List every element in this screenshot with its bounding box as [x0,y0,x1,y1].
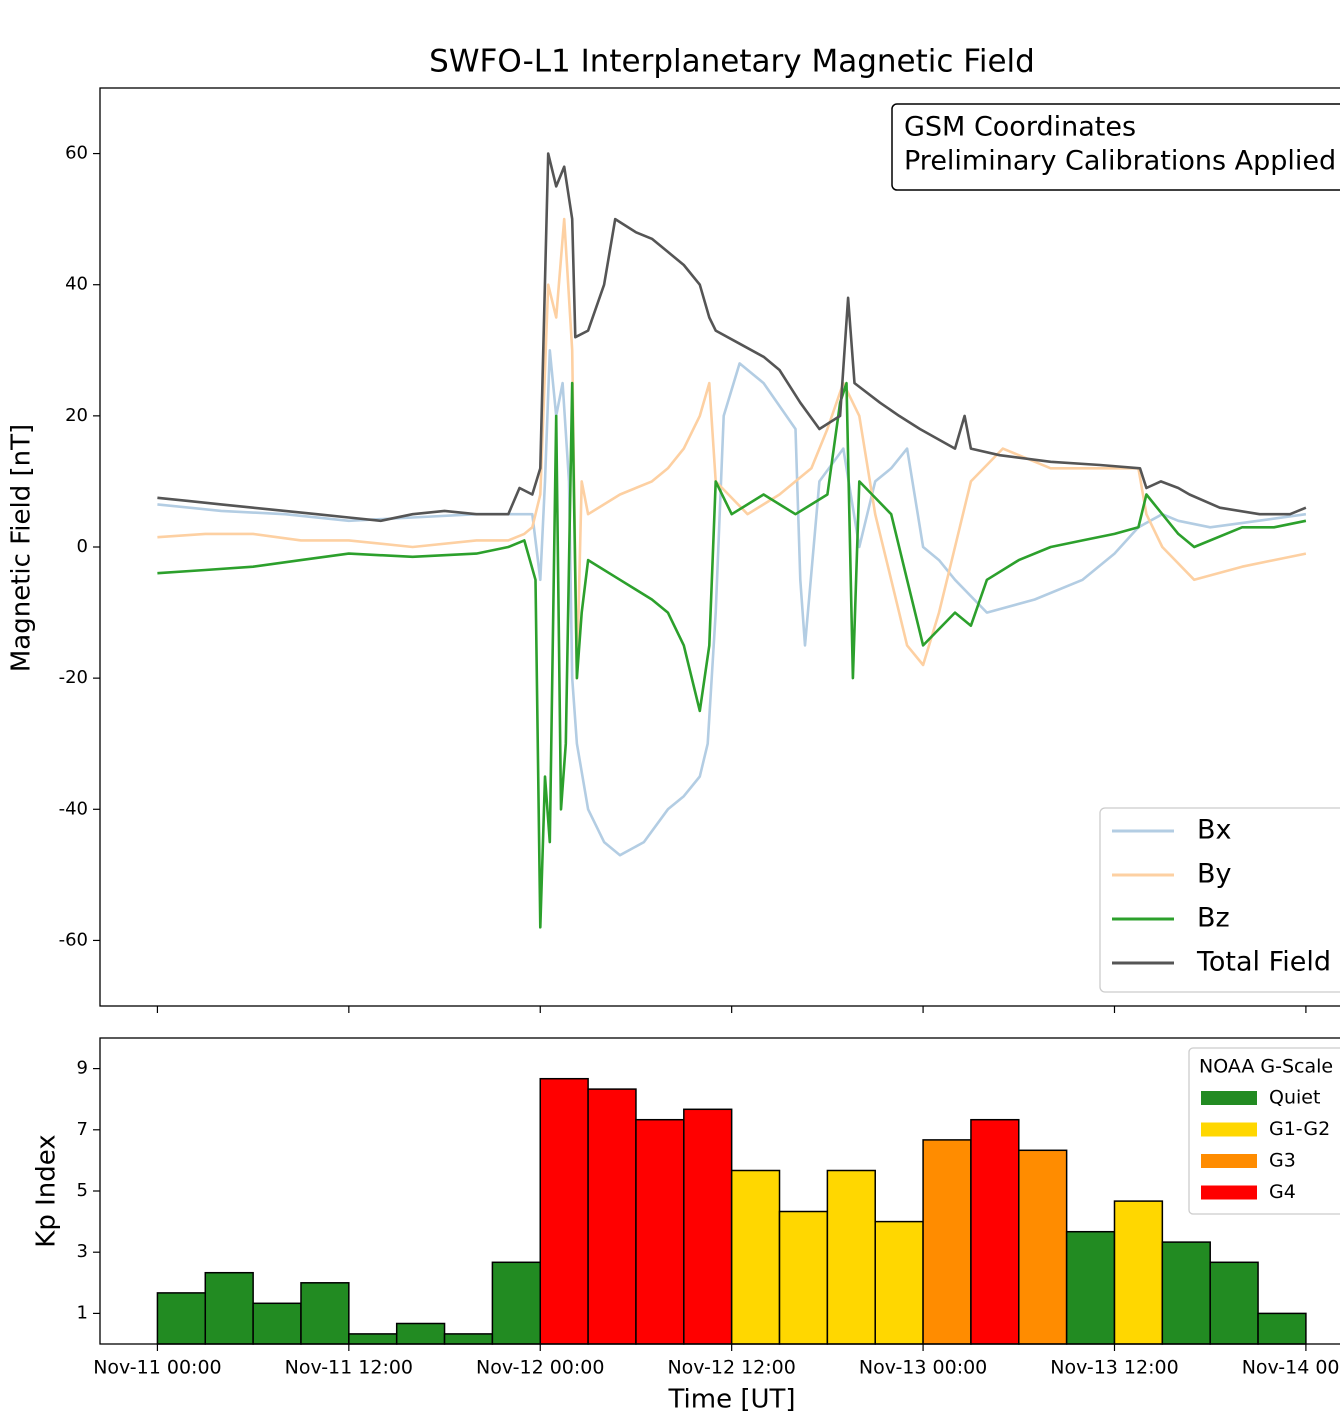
bar [443,1333,494,1345]
y-tick-label: 5 [77,1180,88,1201]
bar [395,1322,446,1345]
annotation-text: GSM Coordinates [904,112,1136,143]
x-tick-label: Nov-13 00:00 [859,1357,987,1379]
series-line [157,152,1307,523]
bar [348,1333,398,1345]
legend-swatch [1201,1185,1257,1200]
bar [252,1302,302,1345]
x-tick-label: Nov-14 00:00 [1242,1357,1340,1379]
bar [683,1108,733,1345]
legend-swatch [1201,1122,1257,1137]
bar [539,1077,589,1345]
series-line [157,349,1307,857]
y-tick-label: 9 [77,1058,88,1079]
y-tick-label: 20 [65,405,88,426]
bar [635,1118,685,1345]
y-tick-label: 3 [77,1241,88,1262]
y-tick-label: -60 [59,929,88,950]
bar [1209,1261,1259,1345]
plot-frame [99,1037,1340,1345]
legend-label: G4 [1269,1181,1296,1203]
y-tick-label: 7 [77,1119,88,1140]
plot-frame [99,87,1340,1007]
x-tick-label: Nov-12 12:00 [667,1357,795,1379]
annotation-text: Preliminary Calibrations Applied [904,146,1336,177]
bar [204,1271,254,1345]
bar [970,1118,1020,1345]
x-tick-label: Nov-13 12:00 [1050,1357,1178,1379]
x-tick-label: Nov-12 00:00 [476,1357,604,1379]
legend-label: G3 [1269,1150,1296,1172]
bar [1018,1149,1068,1345]
y-tick-label: 40 [65,274,88,295]
legend-box [1099,807,1340,993]
series-line [157,217,1307,680]
x-axis-label: Time [UT] [667,1385,795,1415]
legend-title: NOAA G-Scale [1199,1056,1333,1078]
legend-swatch [1201,1091,1257,1105]
y-axis-label: Magnetic Field [nT] [7,424,37,672]
bar [1065,1230,1116,1345]
bar [1257,1312,1307,1345]
bar [730,1169,781,1345]
y-tick-label: 0 [77,536,88,557]
bar [491,1261,542,1345]
legend-label: Total Field [1196,947,1331,978]
bar [778,1210,829,1345]
legend-label: Bz [1197,903,1230,934]
series-line [157,381,1307,929]
y-axis-label: Kp Index [32,1134,62,1247]
y-tick-label: -20 [59,667,88,688]
y-tick-label: 60 [65,143,88,164]
bar [156,1292,207,1345]
bar [1113,1200,1164,1345]
bar [922,1139,972,1345]
bar [1161,1241,1211,1345]
y-tick-label: 1 [77,1302,88,1323]
legend-label: By [1197,859,1232,890]
bar [874,1220,924,1345]
bar [300,1282,350,1345]
x-tick-label: Nov-11 12:00 [285,1357,413,1379]
x-tick-label: Nov-11 00:00 [93,1357,221,1379]
bar [826,1169,876,1345]
plot-lines [157,152,1307,929]
legend-label: Bx [1197,815,1232,846]
legend-swatch [1201,1154,1257,1168]
legend-label: G1-G2 [1269,1118,1330,1140]
legend-box [1188,1047,1340,1215]
chart-title: SWFO-L1 Interplanetary Magnetic Field [429,44,1035,80]
legend-label: Quiet [1269,1087,1320,1109]
bar [587,1088,637,1345]
annotation-box [891,103,1340,191]
y-tick-label: -40 [59,798,88,819]
